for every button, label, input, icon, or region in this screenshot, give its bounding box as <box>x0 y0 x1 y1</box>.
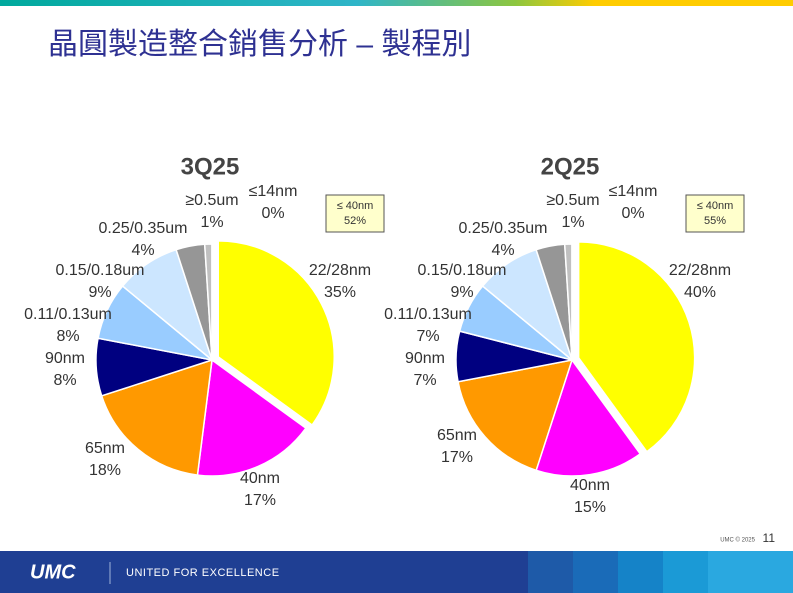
slice-value: 17% <box>244 492 276 509</box>
slice-value: 17% <box>441 449 473 466</box>
footer-tile <box>708 551 793 593</box>
slice-label: 40nm <box>240 470 280 487</box>
footer-tile <box>573 551 618 593</box>
slice-label: ≤14nm <box>609 183 658 200</box>
slice-value: 7% <box>413 372 436 389</box>
pie-slice <box>535 358 642 477</box>
slice-value: 9% <box>88 284 111 301</box>
slice-label: 22/28nm <box>669 262 731 279</box>
pie-slice <box>217 240 335 427</box>
slice-label: 22/28nm <box>309 262 371 279</box>
footer-tile <box>618 551 663 593</box>
slice-label: 65nm <box>437 427 477 444</box>
slice-label: 90nm <box>45 350 85 367</box>
slice-value: 9% <box>450 284 473 301</box>
slice-value: 40% <box>684 284 716 301</box>
slice-label: 0.11/0.13um <box>384 306 472 323</box>
copyright: UMC © 2025 <box>720 537 755 544</box>
slice-value: 7% <box>416 328 439 345</box>
footer-tile <box>528 551 573 593</box>
callout-text: 55% <box>704 215 726 227</box>
slice-value: 8% <box>53 372 76 389</box>
slice-value: 4% <box>131 242 154 259</box>
slice-label: ≥0.5um <box>185 192 238 209</box>
top-bar <box>0 0 793 6</box>
callout-box <box>685 194 745 233</box>
callout-text: ≤ 40nm <box>697 200 734 212</box>
slice-value: 0% <box>261 205 284 222</box>
slice-label: 40nm <box>570 477 610 494</box>
pie-slice <box>196 358 307 477</box>
slice-label: 0.25/0.35um <box>459 220 548 237</box>
slice-label: 90nm <box>405 350 445 367</box>
slice-label: 0.15/0.18um <box>56 262 145 279</box>
slice-value: 4% <box>491 242 514 259</box>
callout-text: ≤ 40nm <box>337 200 374 212</box>
slice-value: 1% <box>561 214 584 231</box>
footer-tagline: UNITED FOR EXCELLENCE <box>126 567 280 579</box>
slice-label: 65nm <box>85 440 125 457</box>
callout-box <box>325 194 385 233</box>
chart-title: 3Q25 <box>181 153 240 180</box>
footer-tile <box>663 551 708 593</box>
slide-title: 晶圓製造整合銷售分析 – 製程別 <box>48 28 471 61</box>
page-number: 11 <box>763 531 776 545</box>
slice-value: 8% <box>56 328 79 345</box>
slice-label: 0.25/0.35um <box>99 220 188 237</box>
slice-value: 1% <box>200 214 223 231</box>
callout-text: 52% <box>344 215 366 227</box>
slice-label: 0.15/0.18um <box>418 262 507 279</box>
slice-value: 18% <box>89 462 121 479</box>
slice-value: 15% <box>574 499 606 516</box>
slice-label: ≤14nm <box>249 183 298 200</box>
chart-title: 2Q25 <box>541 153 600 180</box>
footer-logo: UMC <box>30 561 76 583</box>
slice-value: 0% <box>621 205 644 222</box>
pie-slice <box>100 358 213 476</box>
pie-slice <box>457 359 574 472</box>
pie-slice <box>577 241 696 453</box>
slice-label: 0.11/0.13um <box>24 306 112 323</box>
slice-label: ≥0.5um <box>546 192 599 209</box>
slice-value: 35% <box>324 284 356 301</box>
